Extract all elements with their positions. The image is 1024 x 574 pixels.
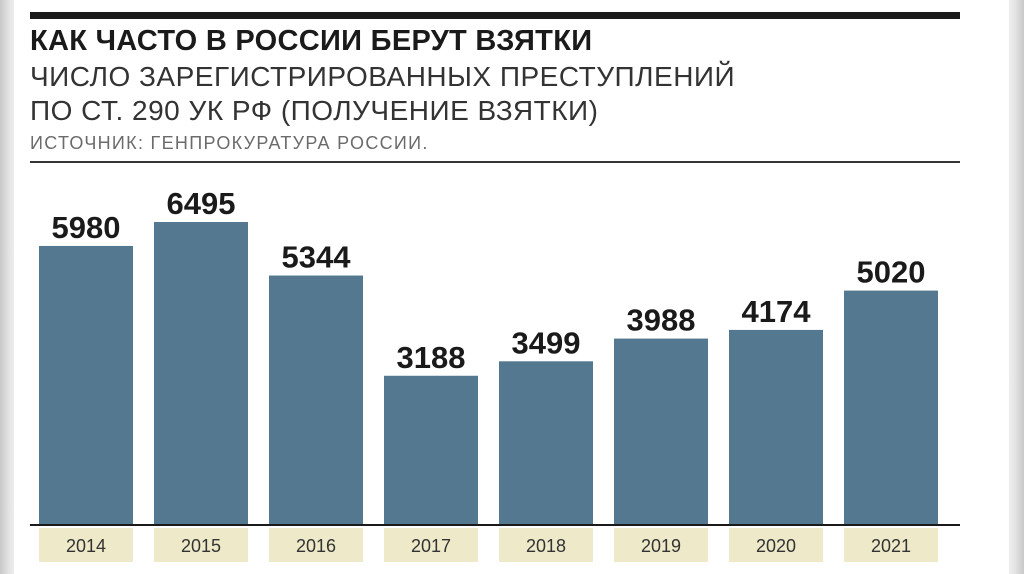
x-axis-ticks: 2014 2015 2016 2017 2018 2019 2020 2021 xyxy=(39,528,938,562)
tick-label-2019: 2019 xyxy=(641,536,681,556)
data-label-2019: 3988 xyxy=(627,303,696,338)
tick-label-2021: 2021 xyxy=(871,536,911,556)
subtitle-line-1: ЧИСЛО ЗАРЕГИСТРИРОВАННЫХ ПРЕСТУПЛЕНИЙ xyxy=(30,61,736,92)
bar-2019 xyxy=(614,338,708,524)
subtitle-line-2: ПО СТ. 290 УК РФ (ПОЛУЧЕНИЕ ВЗЯТКИ) xyxy=(30,95,599,126)
data-label-2021: 5020 xyxy=(857,255,926,290)
tick-label-2016: 2016 xyxy=(296,536,336,556)
tick-label-2017: 2017 xyxy=(411,536,451,556)
tick-background-2014 xyxy=(39,528,133,562)
tick-background-2016 xyxy=(269,528,363,562)
data-label-2017: 3188 xyxy=(397,340,466,375)
x-axis-rule xyxy=(30,524,960,526)
bar-2016 xyxy=(269,275,363,524)
header-rule xyxy=(30,161,960,163)
tick-label-2014: 2014 xyxy=(66,536,106,556)
bar-2015 xyxy=(154,222,248,524)
top-rule xyxy=(30,12,960,19)
data-label-2018: 3499 xyxy=(512,325,581,360)
bar-2014 xyxy=(39,245,133,524)
source-note: ИСТОЧНИК: ГЕНПРОКУРАТУРА РОССИИ. xyxy=(30,133,429,153)
tick-background-2020 xyxy=(729,528,823,562)
slide: КАК ЧАСТО В РОССИИ БЕРУТ ВЗЯТКИ ЧИСЛО ЗА… xyxy=(14,0,1009,574)
data-label-2020: 4174 xyxy=(742,294,812,329)
tick-label-2020: 2020 xyxy=(756,536,796,556)
data-label-2016: 5344 xyxy=(282,240,352,275)
tick-label-2015: 2015 xyxy=(181,536,221,556)
data-label-2015: 6495 xyxy=(167,186,236,221)
bar-2018 xyxy=(499,361,593,524)
chart-title: КАК ЧАСТО В РОССИИ БЕРУТ ВЗЯТКИ xyxy=(30,25,593,57)
tick-background-2018 xyxy=(499,528,593,562)
bar-2017 xyxy=(384,375,478,524)
bar-2021 xyxy=(844,290,938,524)
bar-2020 xyxy=(729,329,823,524)
data-label-2014: 5980 xyxy=(52,210,121,245)
tick-background-2015 xyxy=(154,528,248,562)
bars-group xyxy=(39,222,938,524)
tick-background-2019 xyxy=(614,528,708,562)
data-labels-group: 5980 6495 5344 3188 3499 3988 4174 5020 xyxy=(52,186,926,375)
tick-background-2021 xyxy=(844,528,938,562)
tick-background-2017 xyxy=(384,528,478,562)
tick-label-2018: 2018 xyxy=(526,536,566,556)
